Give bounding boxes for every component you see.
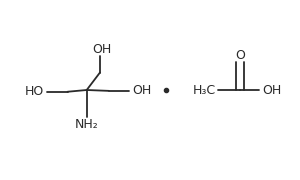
Text: OH: OH — [132, 84, 152, 97]
Text: NH₂: NH₂ — [75, 118, 99, 130]
Text: OH: OH — [92, 43, 111, 56]
Text: H₃C: H₃C — [193, 84, 216, 96]
Text: OH: OH — [262, 84, 281, 96]
Text: O: O — [235, 49, 245, 62]
Text: HO: HO — [25, 85, 44, 98]
